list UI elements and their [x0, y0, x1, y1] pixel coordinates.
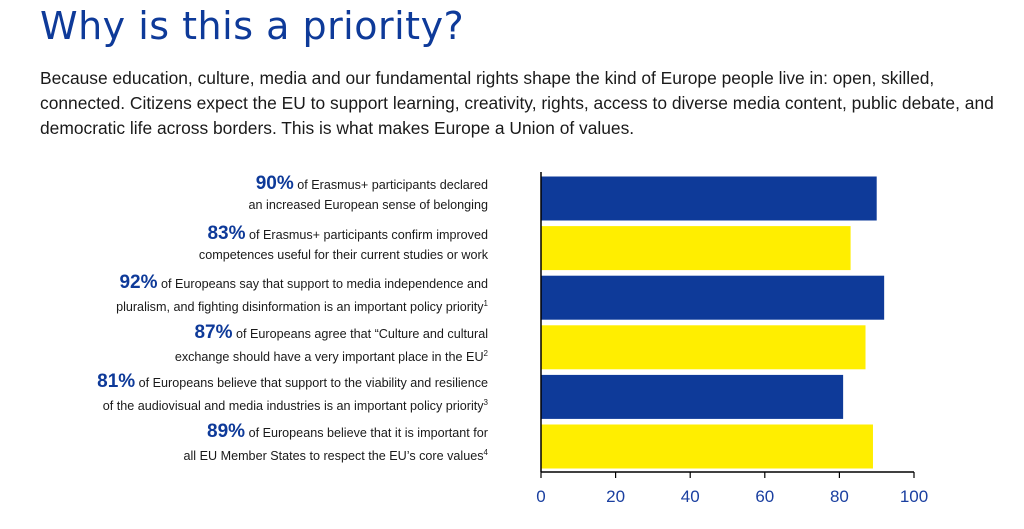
bar-label: 90% of Erasmus+ participants declared an … — [8, 174, 488, 215]
footnote-marker: 1 — [483, 299, 488, 309]
bar — [541, 325, 866, 370]
bar — [541, 275, 885, 320]
x-tick-label: 20 — [606, 487, 625, 506]
bar-label: 83% of Erasmus+ participants confirm imp… — [8, 222, 488, 265]
intro-paragraph: Because education, culture, media and ou… — [40, 68, 994, 138]
bar-label: 81% of Europeans believe that support to… — [8, 372, 488, 416]
bar-label-line2: of the audiovisual and media industries … — [102, 399, 484, 414]
bar-label-line1: of Europeans agree that “Culture and cul… — [232, 326, 488, 341]
bar-label-percent: 87% — [194, 321, 233, 343]
footnote-marker: 3 — [483, 398, 488, 408]
x-tick-label: 0 — [536, 487, 545, 506]
bar-label-line1: of Europeans believe that it is importan… — [245, 426, 488, 440]
bar-label-line2: all EU Member States to respect the EU’s… — [183, 449, 484, 464]
bar — [541, 226, 851, 271]
bar-label-line2: an increased European sense of belonging — [248, 198, 488, 212]
x-tick-label: 100 — [900, 487, 928, 506]
bar — [541, 176, 877, 221]
bar-label-percent: 89% — [207, 421, 246, 442]
footnote-marker: 4 — [483, 448, 488, 457]
bar-label-percent: 81% — [97, 371, 136, 393]
x-tick-label: 40 — [681, 487, 700, 506]
bar-label: 92% of Europeans say that support to med… — [8, 273, 488, 317]
bar-label: 89% of Europeans believe that it is impo… — [8, 422, 488, 466]
bar-label-line1: of Erasmus+ participants declared — [293, 178, 488, 192]
bar-label-line1: of Europeans believe that support to the… — [135, 376, 488, 391]
bar-label-percent: 83% — [207, 222, 246, 244]
bar-label-line2: competences useful for their current stu… — [198, 247, 488, 262]
bar-label: 87% of Europeans agree that “Culture and… — [8, 321, 488, 367]
bar — [541, 374, 844, 419]
bar — [541, 424, 873, 469]
bar-label-percent: 90% — [255, 173, 294, 194]
bar-label-line1: of Erasmus+ participants confirm improve… — [245, 227, 488, 242]
footnote-marker: 2 — [483, 348, 488, 358]
bar-label-line1: of Europeans say that support to media i… — [157, 277, 488, 292]
page-title: Why is this a priority? — [40, 4, 465, 48]
x-tick-label: 80 — [830, 487, 849, 506]
bar-label-line2: exchange should have a very important pl… — [174, 349, 484, 364]
bar-label-percent: 92% — [119, 272, 158, 294]
x-tick-label: 60 — [755, 487, 774, 506]
bar-label-line2: pluralism, and fighting disinformation i… — [116, 300, 484, 315]
